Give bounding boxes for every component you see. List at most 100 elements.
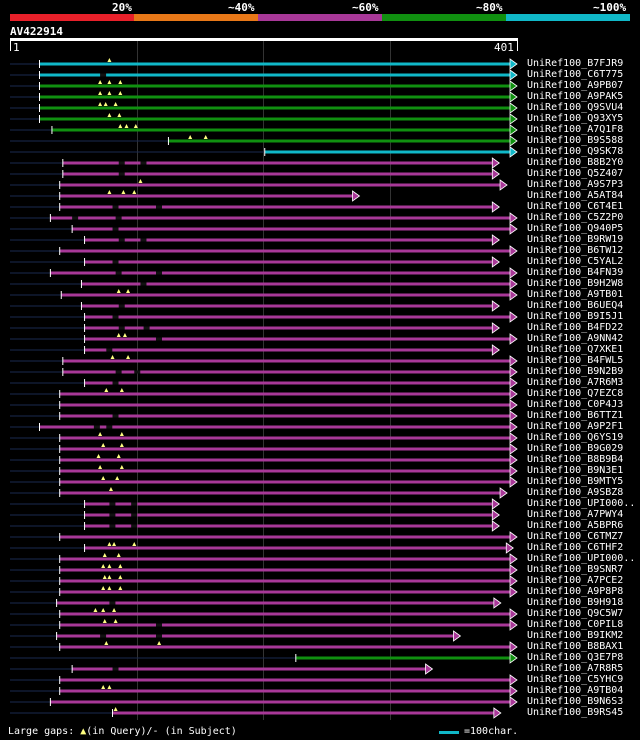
large-gaps-legend: Large gaps: ▲(in Query)/- (in Subject) [8, 726, 237, 737]
hit-label-link[interactable]: UniRef100_A9P8P8 [527, 586, 624, 597]
hit-label-link[interactable]: UniRef100_A7Q1F8 [527, 124, 624, 135]
query-gap-marker-icon [101, 586, 106, 590]
hit-arrow-icon [509, 531, 518, 543]
hit-label-link[interactable]: UniRef100_C6T775 [527, 69, 624, 80]
query-gap-marker-icon [102, 575, 107, 579]
hit-label-link[interactable]: UniRef100_Q940P5 [527, 223, 624, 234]
query-gap-marker-icon [121, 190, 126, 194]
hit-label-link[interactable]: UniRef100_Q5Z407 [527, 168, 624, 179]
hit-arrow-icon [509, 69, 518, 81]
hit-arrow-icon [505, 542, 514, 554]
hit-label-link[interactable]: UniRef100_A7PWY4 [527, 509, 624, 520]
query-gap-marker-icon [115, 476, 120, 480]
hit-arrow-icon [453, 630, 462, 642]
hit-label-link[interactable]: UniRef100_A7PCE2 [527, 575, 624, 586]
query-gap-marker-icon [107, 91, 112, 95]
hit-label-link[interactable]: UniRef100_A9TB04 [527, 685, 624, 696]
hit-label-link[interactable]: UniRef100_C6T4E1 [527, 201, 624, 212]
query-gap-marker-icon [116, 333, 121, 337]
hit-arrow-icon [509, 311, 518, 323]
hit-label-link[interactable]: UniRef100_B7FJR9 [527, 58, 624, 69]
hit-label-link[interactable]: UniRef100_B6TW12 [527, 245, 624, 256]
query-gap-marker-icon [93, 608, 98, 612]
hit-arrow-icon [491, 322, 500, 334]
hit-label-link[interactable]: UniRef100_C0PIL8 [527, 619, 624, 630]
hit-label-link[interactable]: UniRef100_C0P4J3 [527, 399, 624, 410]
hit-arrow-icon [509, 443, 518, 455]
query-gap-marker-icon [101, 685, 106, 689]
hit-label-link[interactable]: UniRef100_B9IKM2 [527, 630, 624, 641]
hit-label-link[interactable]: UniRef100_A9PAK5 [527, 91, 624, 102]
hit-label-link[interactable]: UniRef100_B9G029 [527, 443, 624, 454]
hit-label-link[interactable]: UniRef100_B9H2W8 [527, 278, 624, 289]
hit-label-link[interactable]: UniRef100_C6TMZ7 [527, 531, 624, 542]
hit-label-link[interactable]: UniRef100_A7R8R5 [527, 663, 624, 674]
hit-arrow-icon [509, 212, 518, 224]
hit-arrow-icon [509, 91, 518, 103]
query-gap-marker-icon [98, 80, 103, 84]
hit-label-link[interactable]: UniRef100_A9NN42 [527, 333, 624, 344]
hit-label-link[interactable]: UniRef100_Q9SVU4 [527, 102, 624, 113]
hit-label-link[interactable]: UniRef100_UPI000.. [527, 553, 636, 564]
query-gap-marker-icon [102, 553, 107, 557]
query-gap-marker-icon [101, 476, 106, 480]
hit-label-link[interactable]: UniRef100_C5Z2P0 [527, 212, 624, 223]
query-gap-marker-icon [124, 124, 129, 128]
hit-label-link[interactable]: UniRef100_A9P2F1 [527, 421, 624, 432]
hit-label-link[interactable]: UniRef100_B6UEQ4 [527, 300, 624, 311]
query-gap-marker-icon [203, 135, 208, 139]
hit-label-link[interactable]: UniRef100_Q9C5W7 [527, 608, 624, 619]
hit-label-link[interactable]: UniRef100_UPI000.. [527, 498, 636, 509]
hit-arrow-icon [499, 487, 508, 499]
ruler-start-tick [10, 41, 11, 51]
hit-label-link[interactable]: UniRef100_B9MTY5 [527, 476, 624, 487]
hit-label-link[interactable]: UniRef100_B9N6S3 [527, 696, 624, 707]
hit-arrow-icon [491, 344, 500, 356]
hit-label-link[interactable]: UniRef100_B8B2Y0 [527, 157, 624, 168]
hit-label-link[interactable]: UniRef100_B9SNR7 [527, 564, 624, 575]
hit-label-link[interactable]: UniRef100_B6TTZ1 [527, 410, 624, 421]
query-gap-marker-icon [118, 80, 123, 84]
hit-label-link[interactable]: UniRef100_B9N2B9 [527, 366, 624, 377]
hit-label-link[interactable]: UniRef100_Q3E7P8 [527, 652, 624, 663]
hit-label-link[interactable]: UniRef100_B9I5J1 [527, 311, 624, 322]
hit-label-link[interactable]: UniRef100_A9SBZ8 [527, 487, 624, 498]
query-gap-marker-icon [107, 58, 112, 62]
hit-label-link[interactable]: UniRef100_B9H918 [527, 597, 624, 608]
scale-band-orange [134, 14, 258, 21]
hit-arrow-icon [509, 146, 518, 158]
hit-label-link[interactable]: UniRef100_A9TB01 [527, 289, 624, 300]
hit-label-link[interactable]: UniRef100_B8BAX1 [527, 641, 624, 652]
query-gap-marker-icon [103, 102, 108, 106]
scale-label-100: ~100% [593, 1, 627, 14]
query-gap-marker-icon [107, 586, 112, 590]
hit-label-link[interactable]: UniRef100_C5YHC9 [527, 674, 624, 685]
hit-label-link[interactable]: UniRef100_Q6YS19 [527, 432, 624, 443]
hit-label-link[interactable]: UniRef100_C5YAL2 [527, 256, 624, 267]
query-gap-marker-icon [101, 608, 106, 612]
hit-label-link[interactable]: UniRef100_Q7XKE1 [527, 344, 624, 355]
query-bar [10, 38, 518, 41]
hit-label-link[interactable]: UniRef100_A9PB07 [527, 80, 624, 91]
hit-label-link[interactable]: UniRef100_B9S588 [527, 135, 624, 146]
hit-label-link[interactable]: UniRef100_B9RW19 [527, 234, 624, 245]
hit-label-link[interactable]: UniRef100_A5AT84 [527, 190, 624, 201]
hit-label-link[interactable]: UniRef100_B4FD22 [527, 322, 624, 333]
query-gap-marker-icon [101, 443, 106, 447]
hit-arrow-icon [509, 619, 518, 631]
hit-arrow-icon [509, 223, 518, 235]
hit-label-link[interactable]: UniRef100_Q9SK78 [527, 146, 624, 157]
hit-label-link[interactable]: UniRef100_A5BPR6 [527, 520, 624, 531]
hit-label-link[interactable]: UniRef100_A7R6M3 [527, 377, 624, 388]
hit-label-link[interactable]: UniRef100_B9RS45 [527, 707, 624, 718]
hit-arrow-icon [509, 355, 518, 367]
hit-label-link[interactable]: UniRef100_A9S7P3 [527, 179, 624, 190]
hit-label-link[interactable]: UniRef100_C6THF2 [527, 542, 624, 553]
query-gap-marker-icon [107, 575, 112, 579]
hit-label-link[interactable]: UniRef100_Q93XY5 [527, 113, 624, 124]
hit-label-link[interactable]: UniRef100_B4FN39 [527, 267, 624, 278]
hit-label-link[interactable]: UniRef100_B9N3E1 [527, 465, 624, 476]
hit-label-link[interactable]: UniRef100_B4FWL5 [527, 355, 624, 366]
hit-label-link[interactable]: UniRef100_B8B9B4 [527, 454, 624, 465]
hit-label-link[interactable]: UniRef100_Q7EZC8 [527, 388, 624, 399]
